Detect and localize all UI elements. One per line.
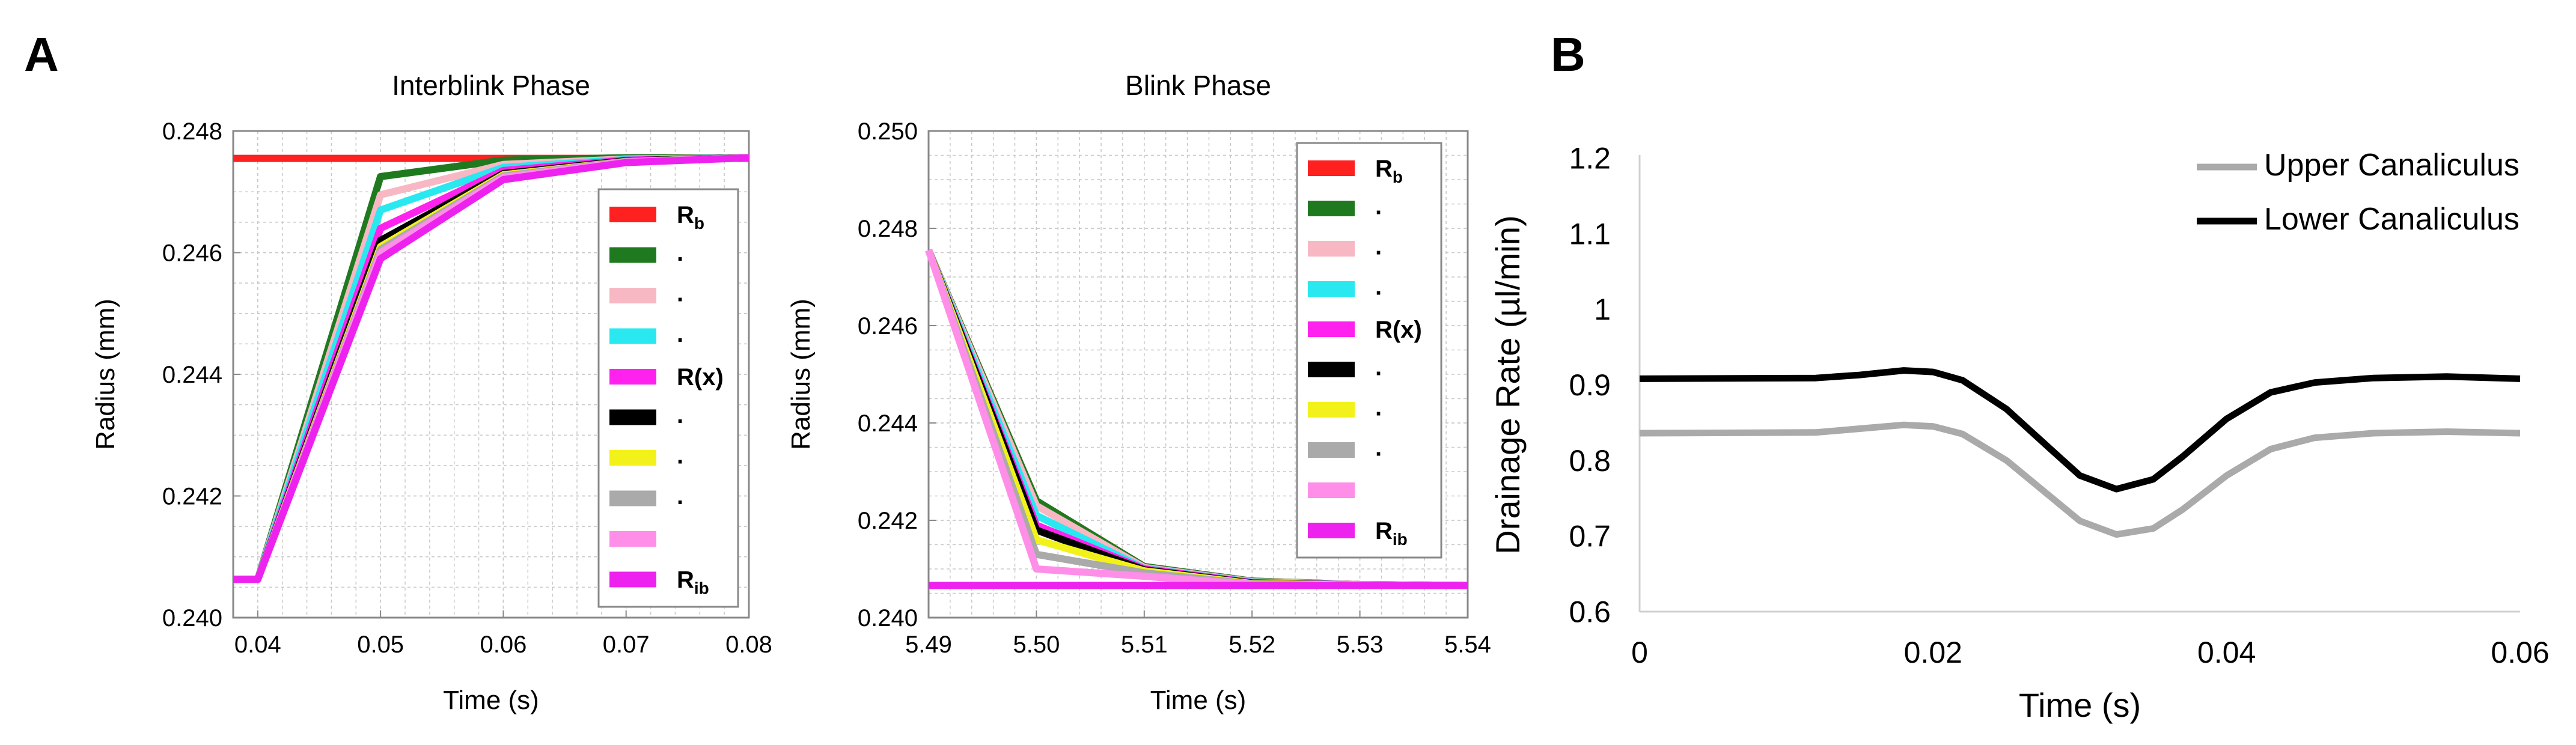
legend-label-2: · bbox=[1375, 240, 1383, 266]
y-tick-label: 0.244 bbox=[858, 410, 918, 437]
series-group bbox=[1639, 367, 2521, 538]
x-tick-label: 5.54 bbox=[1444, 631, 1491, 658]
y-tick-label: 0.6 bbox=[1569, 595, 1611, 629]
x-tick-label: 0.06 bbox=[480, 631, 526, 658]
plot-frame bbox=[927, 130, 1469, 619]
legend-label-1: · bbox=[1375, 199, 1383, 226]
y-tick-label: 0.240 bbox=[162, 605, 222, 631]
x-tick-label: 5.49 bbox=[905, 631, 952, 658]
chart-interblink-phase: 0.04 0.05 0.06 0.07 0.08 0.240 0.242 0.244 0.246… bbox=[91, 70, 772, 715]
y-tick-label: 0.240 bbox=[858, 605, 918, 631]
series-group bbox=[925, 249, 1468, 589]
legend-label-3: · bbox=[677, 327, 685, 354]
legend: Upper Canaliculus Lower Canaliculus bbox=[2197, 148, 2520, 237]
legend-label-5: · bbox=[677, 409, 685, 435]
legend-label-6: · bbox=[1375, 401, 1383, 427]
panel-label-b: B bbox=[1551, 28, 1586, 81]
x-tick-label: 0.08 bbox=[725, 631, 772, 658]
x-axis-label: Time (s) bbox=[443, 686, 539, 715]
legend: Rb···R(x)···Rib bbox=[597, 188, 739, 608]
legend-label-2: · bbox=[677, 287, 685, 313]
panel-label-a: A bbox=[24, 28, 59, 81]
y-axis-label: Radius (mm) bbox=[786, 299, 816, 450]
x-tick-label: 0.06 bbox=[2491, 636, 2549, 669]
y-tick-label: 0.250 bbox=[858, 118, 918, 145]
x-tick-label: 0.05 bbox=[357, 631, 404, 658]
tick-labels: 5.49 5.50 5.51 5.52 5.53 5.54 0.240 0.242 0.244 0… bbox=[858, 118, 1491, 658]
legend-label-1: Lower Canaliculus bbox=[2264, 202, 2520, 237]
y-tick-label: 0.242 bbox=[162, 484, 222, 510]
chart-blink-phase: 5.49 5.50 5.51 5.52 5.53 5.54 0.240 0.242 0.244 0… bbox=[786, 70, 1491, 715]
series-group bbox=[233, 154, 749, 583]
legend-label-6: · bbox=[677, 449, 685, 475]
tick-labels: 0 0.02 0.04 0.06 0.6 0.7 0.8 0.9 1 1.1 1.2 bbox=[1569, 142, 2549, 670]
x-axis-label: Time (s) bbox=[1150, 686, 1247, 715]
y-tick-label: 0.9 bbox=[1569, 368, 1611, 402]
x-tick-label: 0 bbox=[1631, 636, 1648, 669]
series-line-9 bbox=[233, 154, 749, 583]
series-line-0 bbox=[1639, 421, 2521, 538]
legend-label-subscript: ib bbox=[1393, 530, 1408, 549]
y-tick-label: 0.244 bbox=[162, 362, 222, 388]
legend-label-1: · bbox=[677, 246, 685, 273]
y-tick-label: 0.246 bbox=[858, 313, 918, 339]
legend-label-subscript: b bbox=[694, 214, 704, 233]
y-axis-label: Drainage Rate (µl/min) bbox=[1489, 215, 1527, 554]
y-tick-label: 0.248 bbox=[858, 216, 918, 242]
y-axis-label: Radius (mm) bbox=[91, 299, 120, 450]
legend-label-7: · bbox=[1375, 441, 1383, 467]
chart-title: Blink Phase bbox=[1125, 70, 1271, 101]
y-tick-label: 0.242 bbox=[858, 508, 918, 534]
legend-label-3: · bbox=[1375, 280, 1383, 306]
legend: Rb···R(x)···Rib bbox=[1296, 142, 1442, 559]
x-tick-label: 0.07 bbox=[603, 631, 650, 658]
y-tick-label: 1.1 bbox=[1569, 217, 1611, 251]
y-tick-label: 0.8 bbox=[1569, 444, 1611, 478]
legend-label-4: R(x) bbox=[677, 364, 724, 391]
x-axis-label: Time (s) bbox=[2019, 686, 2141, 724]
y-tick-label: 0.248 bbox=[162, 118, 222, 145]
y-tick-label: 1.2 bbox=[1569, 142, 1611, 175]
x-tick-label: 0.02 bbox=[1904, 636, 1962, 669]
x-tick-label: 0.04 bbox=[234, 631, 281, 658]
x-tick-label: 5.50 bbox=[1013, 631, 1060, 658]
x-tick-label: 5.53 bbox=[1337, 631, 1384, 658]
legend-label-0: Upper Canaliculus bbox=[2264, 148, 2520, 183]
y-tick-label: 1 bbox=[1594, 293, 1611, 326]
legend-label-5: · bbox=[1375, 360, 1383, 387]
y-tick-label: 0.7 bbox=[1569, 520, 1611, 553]
x-tick-label: 5.51 bbox=[1121, 631, 1168, 658]
legend-label-7: · bbox=[677, 490, 685, 516]
chart-drainage-rate: 0 0.02 0.04 0.06 0.6 0.7 0.8 0.9 1 1.1 1.2 Time (s)… bbox=[1489, 142, 2550, 725]
series-line-1 bbox=[1639, 367, 2521, 493]
tick-labels: 0.04 0.05 0.06 0.07 0.08 0.240 0.242 0.244 0.246… bbox=[162, 118, 772, 658]
legend-label-subscript: b bbox=[1393, 168, 1403, 186]
x-tick-label: 5.52 bbox=[1228, 631, 1275, 658]
x-tick-label: 0.04 bbox=[2197, 636, 2256, 669]
chart-title: Interblink Phase bbox=[392, 70, 590, 101]
y-tick-label: 0.246 bbox=[162, 240, 222, 267]
legend-label-subscript: ib bbox=[694, 579, 709, 598]
legend-label-4: R(x) bbox=[1375, 317, 1422, 343]
